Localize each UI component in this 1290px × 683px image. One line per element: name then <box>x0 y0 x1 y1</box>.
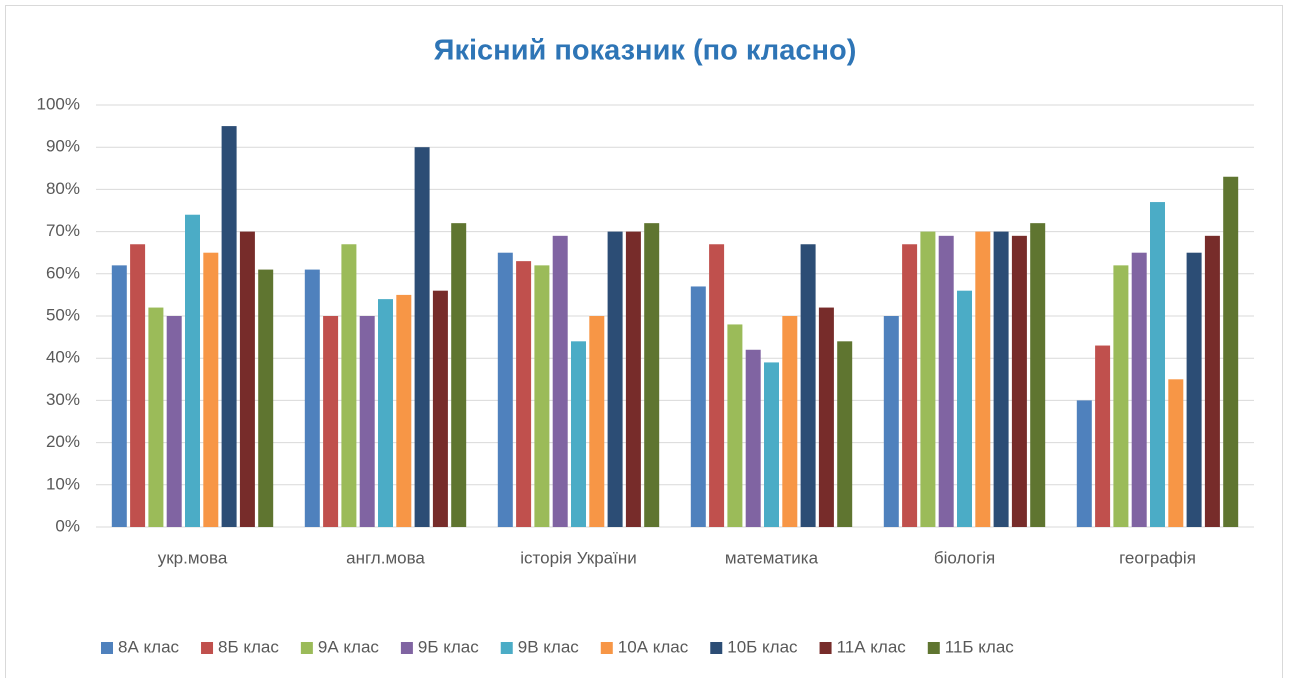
bar <box>571 341 586 527</box>
bar <box>1011 235 1027 527</box>
y-tick-label: 100% <box>37 94 80 113</box>
legend-swatch <box>101 642 113 654</box>
bar <box>607 231 623 527</box>
legend-label: 10А клас <box>618 637 689 656</box>
bar <box>589 316 605 527</box>
legend-label: 8Б клас <box>218 637 279 656</box>
legend-swatch <box>400 642 413 654</box>
bar <box>552 235 568 527</box>
bar <box>396 294 412 527</box>
bar <box>709 244 725 527</box>
y-tick-label: 90% <box>46 137 80 156</box>
bar <box>451 223 467 527</box>
bar <box>1204 235 1220 527</box>
legend-swatch <box>819 642 832 654</box>
bar <box>1113 265 1129 527</box>
bar <box>818 307 834 527</box>
chart-title: Якісний показник (по класно) <box>434 35 857 67</box>
bar <box>534 265 550 527</box>
bar <box>1076 400 1092 527</box>
y-tick-label: 40% <box>46 348 80 367</box>
bar <box>221 126 237 527</box>
bar <box>148 307 164 527</box>
bar <box>166 316 182 527</box>
y-tick-label: 20% <box>46 432 80 451</box>
bar <box>727 324 743 527</box>
legend-label: 9Б клас <box>418 637 479 656</box>
x-tick-label: укр.мова <box>158 548 228 567</box>
bar <box>745 349 761 527</box>
bar <box>644 223 660 527</box>
bar <box>883 316 899 527</box>
bar <box>1223 176 1239 528</box>
bar <box>1150 202 1165 527</box>
bar <box>902 244 918 527</box>
legend-swatch <box>300 642 313 654</box>
bar <box>1095 345 1111 527</box>
y-tick-label: 30% <box>46 390 80 409</box>
bar <box>1186 252 1202 527</box>
bar <box>304 269 320 527</box>
x-tick-label: географія <box>1119 548 1196 567</box>
x-tick-label: біологія <box>934 548 995 567</box>
y-tick-label: 10% <box>46 474 80 493</box>
bar <box>1168 379 1184 527</box>
legend-label: 11А клас <box>837 637 907 656</box>
x-tick-label: історія України <box>520 548 636 567</box>
bar <box>239 231 255 527</box>
bar <box>1131 252 1147 527</box>
legend-swatch <box>710 642 723 654</box>
bar <box>782 316 798 527</box>
bar <box>975 231 991 527</box>
bar <box>920 231 936 527</box>
x-tick-label: англ.мова <box>346 548 425 567</box>
bar <box>378 299 393 527</box>
y-tick-label: 0% <box>55 516 80 535</box>
bar <box>957 290 972 527</box>
y-tick-label: 80% <box>46 179 80 198</box>
legend-label: 9А клас <box>318 637 380 656</box>
y-tick-label: 60% <box>46 263 80 282</box>
bar <box>341 244 357 527</box>
bar <box>185 214 200 527</box>
y-tick-label: 50% <box>46 305 80 324</box>
bar <box>111 265 127 527</box>
legend-label: 8А клас <box>118 637 180 656</box>
bar <box>1030 223 1046 527</box>
legend-label: 9В клас <box>518 637 580 656</box>
bar <box>203 252 219 527</box>
bar <box>497 252 513 527</box>
bar <box>432 290 448 527</box>
bar <box>359 316 375 527</box>
bar <box>516 261 532 527</box>
chart-border <box>5 5 1283 683</box>
legend-label: 10Б клас <box>727 637 798 656</box>
bar <box>414 147 430 527</box>
legend-swatch <box>927 642 940 654</box>
bar <box>690 286 706 527</box>
legend-label: 11Б клас <box>945 637 1015 656</box>
bar <box>993 231 1009 527</box>
x-tick-label: математика <box>725 548 819 567</box>
y-tick-label: 70% <box>46 221 80 240</box>
bar <box>800 244 816 527</box>
legend-swatch <box>500 642 513 654</box>
bar <box>625 231 641 527</box>
bar <box>130 244 146 527</box>
bar <box>837 341 853 527</box>
legend-swatch <box>201 642 214 654</box>
bar <box>938 235 954 527</box>
bar <box>323 316 339 527</box>
legend-swatch <box>600 642 613 654</box>
bar <box>764 362 779 527</box>
bar <box>258 269 274 527</box>
